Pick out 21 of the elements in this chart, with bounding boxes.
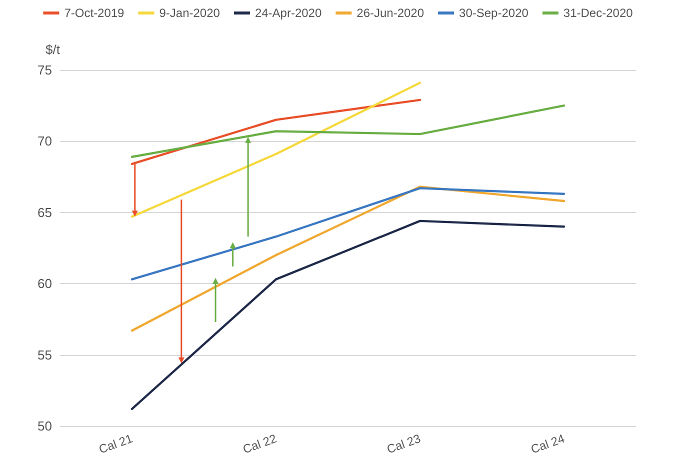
x-tick-label: Cal 21	[97, 431, 135, 456]
y-tick-label: 65	[38, 204, 52, 220]
y-tick-label: 70	[38, 134, 52, 149]
legend-label: 31-Dec-2020	[563, 6, 634, 20]
x-tick-label: Cal 24	[529, 431, 567, 456]
y-tick-label: 50	[38, 418, 52, 434]
y-tick-label: 55	[38, 347, 52, 362]
y-tick-label: 75	[38, 62, 52, 78]
line-series	[130, 187, 566, 280]
y-axis-title: $/t	[46, 42, 60, 57]
line-series	[130, 186, 566, 332]
legend-label: 24-Apr-2020	[254, 6, 322, 20]
legend-label: 9-Jan-2020	[159, 6, 220, 20]
x-tick-label: Cal 22	[241, 431, 279, 456]
legend-label: 7-Oct-2019	[64, 6, 125, 20]
line-series	[130, 220, 566, 410]
legend-label: 30-Sep-2020	[459, 6, 529, 20]
y-tick-label: 60	[38, 276, 52, 292]
legend-label: 26-Jun-2020	[356, 6, 424, 20]
x-tick-label: Cal 23	[385, 431, 423, 456]
line-series	[130, 104, 566, 158]
